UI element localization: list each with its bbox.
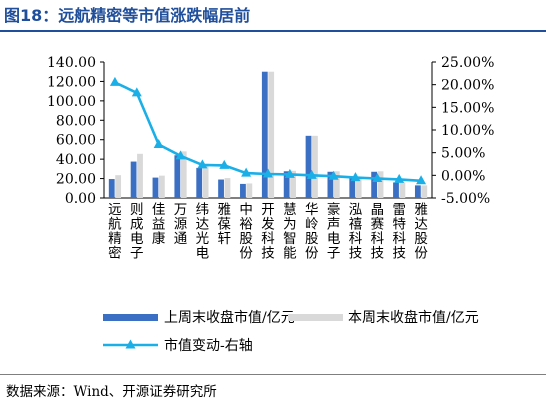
bar-this-week xyxy=(399,182,406,198)
category-label: 则成电子 xyxy=(130,202,144,262)
category-label: 慧为智能 xyxy=(283,202,297,262)
left-tick-label: 120.00 xyxy=(47,74,96,90)
chart: 0.00 20.00 40.00 60.00 80.00 100.00 120.00 140.… xyxy=(47,55,494,354)
left-tick-label: 20.00 xyxy=(56,172,96,188)
line-marker xyxy=(394,173,405,183)
bar-last-week xyxy=(218,179,224,198)
legend-swatch-last-week xyxy=(103,314,158,321)
category-label: 万源通 xyxy=(174,202,188,247)
bar-this-week xyxy=(355,176,362,198)
bar-this-week xyxy=(312,135,318,198)
bar-last-week xyxy=(152,177,159,198)
bar-this-week xyxy=(290,170,296,198)
line-marker xyxy=(109,76,120,86)
legend-label-change: 市值变动-右轴 xyxy=(164,337,253,354)
legend-label-last-week: 上周末收盘市值/亿元 xyxy=(164,309,295,326)
bar-last-week xyxy=(174,155,181,198)
source-rule xyxy=(0,374,546,375)
right-tick-label: 15.00% xyxy=(441,100,494,116)
bar-last-week xyxy=(349,176,356,198)
line-marker xyxy=(372,173,383,183)
line-marker xyxy=(263,168,273,178)
line-marker xyxy=(175,150,186,160)
category-label: 华岭股份 xyxy=(305,202,319,262)
line-marker xyxy=(241,167,252,177)
category-label: 雷特科技 xyxy=(392,202,406,262)
category-label: 开发科技 xyxy=(261,202,275,262)
right-tick-label: -5.00% xyxy=(441,191,490,207)
bar-this-week xyxy=(268,71,275,198)
category-label: 佳益康 xyxy=(152,202,166,247)
right-tick-label: 5.00% xyxy=(441,146,485,162)
bar-this-week xyxy=(246,183,253,198)
source-note: 数据来源：Wind、开源证券研究所 xyxy=(6,384,217,400)
bar-last-week xyxy=(283,171,290,198)
figure-title: 图18：远航精密等市值涨跌幅居前 xyxy=(4,6,251,25)
category-label: 雅葆轩 xyxy=(218,202,232,247)
line-marker xyxy=(416,175,427,185)
line-marker xyxy=(328,170,339,180)
bar-this-week xyxy=(158,175,165,198)
left-tick-label: 40.00 xyxy=(56,152,96,168)
category-label: 泓禧科技 xyxy=(349,202,363,262)
category-label: 豪声电子 xyxy=(327,202,341,262)
bar-last-week xyxy=(240,183,246,198)
line-marker xyxy=(131,87,142,97)
plot-area: 0.00 20.00 40.00 60.00 80.00 100.00 120.00 140.… xyxy=(47,55,494,262)
line-marker xyxy=(284,168,295,178)
left-tick-label: 0.00 xyxy=(65,191,96,207)
right-tick-label: 0.00% xyxy=(441,168,485,184)
line-change xyxy=(114,81,422,183)
bar-last-week xyxy=(305,135,312,198)
line-marker xyxy=(350,172,361,182)
bar-last-week xyxy=(196,167,203,198)
bar-last-week xyxy=(130,161,137,198)
category-label: 晶赛科技 xyxy=(371,202,385,262)
line-marker xyxy=(153,139,164,149)
left-tick-label: 140.00 xyxy=(47,55,96,71)
category-label: 远航精密 xyxy=(108,202,122,262)
line-marker xyxy=(197,159,208,169)
left-tick-label: 80.00 xyxy=(56,113,96,129)
bar-this-week xyxy=(202,164,209,198)
legend-label-this-week: 本周末收盘市值/亿元 xyxy=(348,309,479,326)
bar-this-week xyxy=(333,171,340,198)
bar-this-week xyxy=(115,175,122,198)
legend-swatch-change-marker xyxy=(125,339,136,349)
left-tick-label: 100.00 xyxy=(47,94,96,110)
right-tick-label: 10.00% xyxy=(441,123,494,139)
line-marker xyxy=(306,169,317,179)
bar-this-week xyxy=(377,171,384,198)
bar-last-week xyxy=(414,185,421,198)
bar-this-week xyxy=(137,153,143,198)
line-marker xyxy=(219,159,230,169)
bar-last-week xyxy=(393,182,399,198)
bar-last-week xyxy=(261,71,268,198)
title-rule xyxy=(0,30,546,32)
bar-this-week xyxy=(180,151,187,198)
bar-this-week xyxy=(421,185,428,198)
category-label: 中裕股份 xyxy=(239,202,253,262)
bar-last-week xyxy=(371,171,378,198)
category-label: 雅达股份 xyxy=(414,202,428,262)
bar-this-week xyxy=(224,178,231,198)
legend-swatch-this-week xyxy=(288,314,343,321)
right-tick-label: 20.00% xyxy=(441,78,494,94)
bar-last-week xyxy=(108,179,115,198)
category-label: 纬达光电 xyxy=(196,202,210,262)
bar-last-week xyxy=(327,171,334,198)
left-tick-label: 60.00 xyxy=(56,133,96,149)
right-tick-label: 25.00% xyxy=(441,55,494,71)
